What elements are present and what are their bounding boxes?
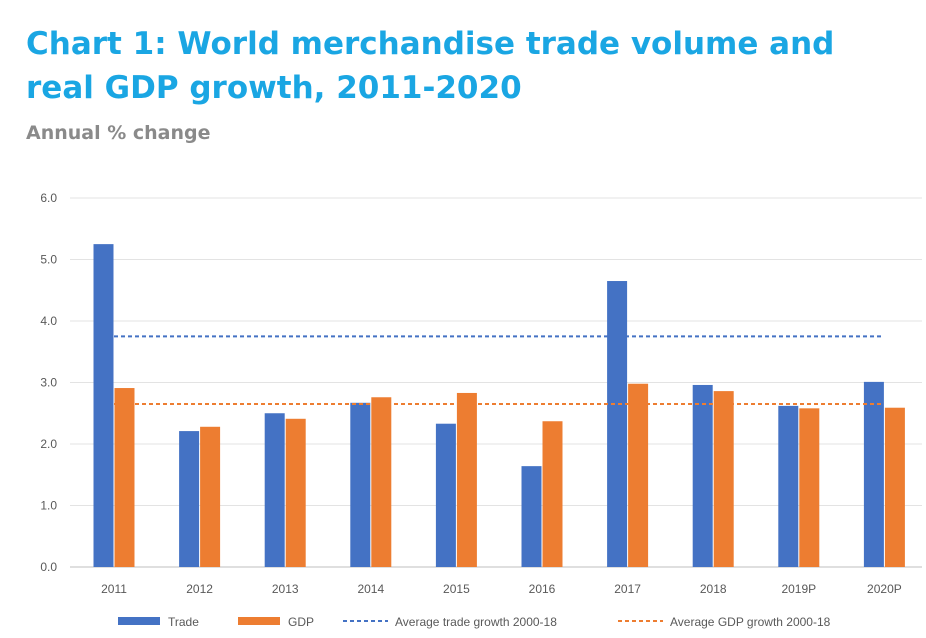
y-tick-label: 0.0 [40,560,57,574]
trade-bar [521,466,542,567]
gdp-bar [200,426,221,567]
trade-bar [863,381,884,567]
gdp-bar [285,418,306,567]
legend-gdp-label: GDP [288,615,314,629]
y-axis-ticks: 0.0 1.0 2.0 3.0 4.0 5.0 6.0 [40,191,57,574]
trade-bar [179,431,200,567]
x-tick-label: 2018 [700,582,727,596]
x-tick-label: 2017 [614,582,641,596]
reference-lines [114,335,882,406]
gdp-bar [542,421,563,567]
trade-bar [692,384,713,567]
legend-gdp-swatch [238,617,280,625]
legend-average-gdp-label: Average GDP growth 2000-18 [670,615,831,629]
y-tick-label: 3.0 [40,376,57,390]
chart-title: Chart 1: World merchandise trade volume … [26,26,835,106]
y-tick-label: 2.0 [40,437,57,451]
x-tick-label: 2020P [867,582,902,596]
legend-trade-swatch [118,617,160,625]
y-tick-label: 4.0 [40,314,57,328]
y-tick-label: 1.0 [40,499,57,513]
gdp-bar [628,383,649,567]
legend-trade-label: Trade [168,615,199,629]
trade-bar [435,423,456,567]
legend: Trade GDP Average trade growth 2000-18 Aver… [118,615,831,629]
trade-bar [350,402,371,567]
x-tick-label: 2015 [443,582,470,596]
gdp-bar [456,392,477,567]
trade-bar [607,281,628,567]
x-tick-label: 2011 [101,582,127,596]
bars [93,244,905,567]
y-tick-label: 6.0 [40,191,57,205]
x-axis-ticks: 2011 2012 2013 2014 2015 2016 2017 2018 2019P 202… [101,582,902,596]
gdp-bar [371,397,392,567]
gdp-bar [799,408,820,567]
x-tick-label: 2019P [781,582,816,596]
x-tick-label: 2013 [272,582,299,596]
x-tick-label: 2016 [529,582,556,596]
trade-bar [778,405,799,567]
gdp-bar [713,391,734,567]
x-tick-label: 2012 [186,582,213,596]
gdp-bar [884,407,905,567]
x-tick-label: 2014 [357,582,384,596]
trade-bar [93,244,114,567]
chart-subtitle: Annual % change [26,122,211,144]
trade-bar [264,413,285,567]
legend-average-trade-label: Average trade growth 2000-18 [395,615,557,629]
y-tick-label: 5.0 [40,253,57,267]
gdp-bar [114,388,135,567]
